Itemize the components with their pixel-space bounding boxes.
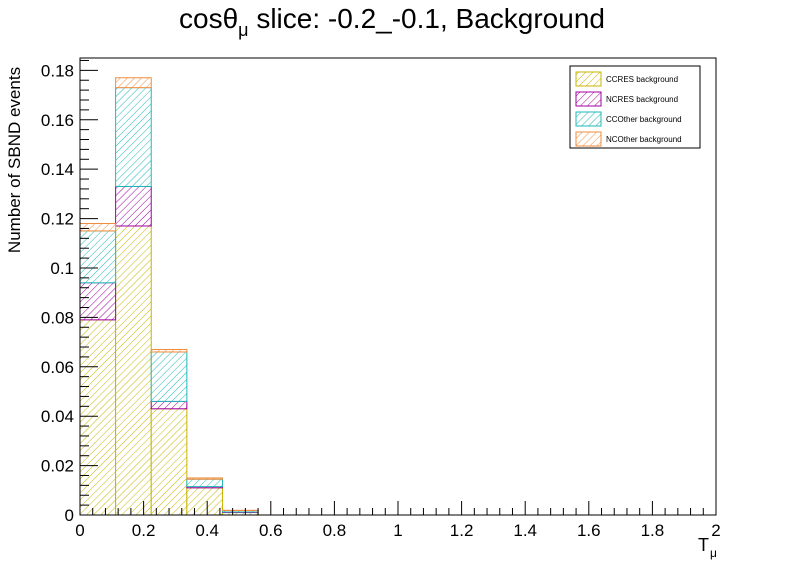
legend-label: NCRES background — [606, 95, 678, 104]
y-tick-label: 0.02 — [41, 457, 74, 476]
x-tick-label: 0 — [75, 521, 84, 540]
bar-ccother-background-bin-3 — [186, 478, 223, 488]
x-tick-label: 0.4 — [195, 521, 219, 540]
x-tick-label: 0.2 — [132, 521, 156, 540]
y-tick-label: 0.16 — [41, 111, 74, 130]
x-tick-label: 1.8 — [641, 521, 665, 540]
y-tick-label: 0.12 — [41, 210, 74, 229]
bar-ncres-background-bin-0 — [79, 282, 117, 321]
y-tick-label: 0 — [65, 506, 74, 525]
x-tick-label: 0.8 — [323, 521, 347, 540]
bar-ncother-background-bin-0 — [79, 223, 117, 232]
y-tick-label: 0.08 — [41, 308, 74, 327]
bar-ccother-background-bin-2 — [150, 351, 188, 402]
bar-ccres-background-bin-2 — [150, 408, 188, 516]
x-tick-label: 2 — [711, 521, 720, 540]
legend-swatch — [575, 91, 602, 107]
legend-label: CCOther background — [606, 115, 682, 124]
legend-swatch — [575, 71, 602, 87]
bar-ncres-background-bin-2 — [150, 400, 188, 410]
legend-label: NCOther background — [606, 135, 682, 144]
bar-ccother-background-bin-1 — [115, 87, 152, 187]
bar-ccres-background-bin-3 — [186, 487, 223, 516]
bar-ncres-background-bin-1 — [115, 185, 152, 227]
y-axis-label: Number of SBND events — [5, 67, 24, 253]
legend-swatch — [575, 111, 602, 127]
x-tick-label: 1.4 — [513, 521, 537, 540]
x-tick-label: 1.2 — [450, 521, 474, 540]
legend: CCRES background NCRES background CCOther … — [569, 65, 701, 149]
legend-swatch — [575, 131, 602, 147]
x-tick-label: 1.6 — [577, 521, 601, 540]
x-axis-label: Tμ — [698, 535, 717, 560]
bars-layer — [79, 77, 259, 516]
x-tick-label: 0.6 — [259, 521, 283, 540]
bar-ccres-background-bin-1 — [115, 225, 152, 516]
axes-layer: 0 0.2 0.4 0.6 0.8 1 1.2 1.4 1.6 1.8 2 0 0.02 0.04 0.06… — [41, 57, 721, 540]
y-tick-label: 0.04 — [41, 407, 74, 426]
y-tick-label: 0.18 — [41, 61, 74, 80]
y-tick-label: 0.1 — [50, 259, 74, 278]
y-tick-label: 0.06 — [41, 358, 74, 377]
bar-ncother-background-bin-2 — [150, 348, 188, 353]
bar-ncother-background-bin-1 — [115, 77, 152, 89]
chart-title: cosθμ slice: -0.2_-0.1, Background — [179, 3, 605, 40]
y-tick-label: 0.14 — [41, 160, 74, 179]
bar-ncother-background-bin-3 — [186, 477, 223, 480]
x-tick-label: 1 — [393, 521, 402, 540]
legend-label: CCRES background — [606, 75, 678, 84]
